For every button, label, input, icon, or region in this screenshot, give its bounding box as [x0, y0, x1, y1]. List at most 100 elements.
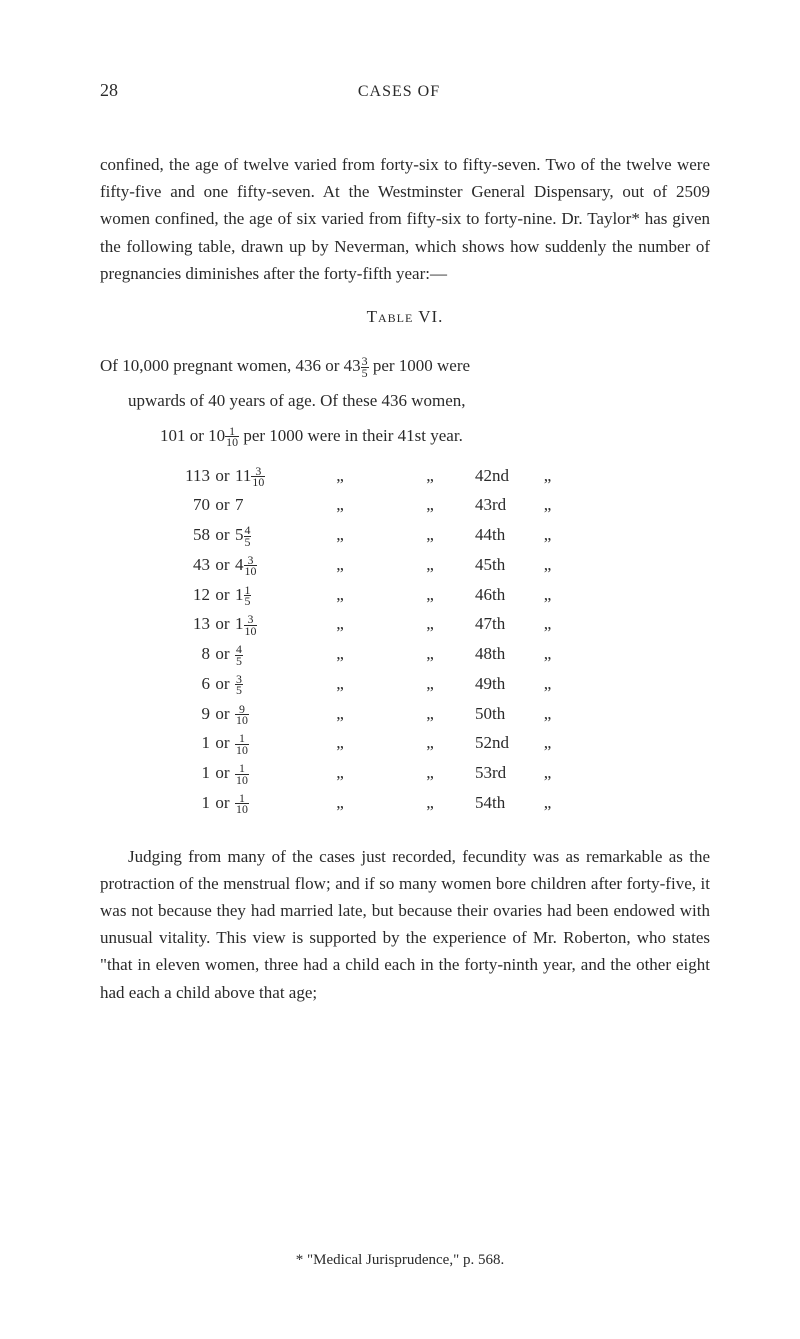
- row-or: or: [210, 490, 235, 520]
- row-fraction: 4310: [235, 550, 295, 580]
- row-ditto: „: [535, 609, 560, 639]
- row-ditto: „: [295, 490, 385, 520]
- table-row: 43or4310„„45th„: [150, 550, 710, 580]
- row-year: 53rd: [475, 758, 535, 788]
- row-year: 48th: [475, 639, 535, 669]
- row-count: 58: [150, 520, 210, 550]
- row-or: or: [210, 669, 235, 699]
- row-ditto: „: [295, 669, 385, 699]
- intro-line-1: Of 10,000 pregnant women, 436 or 4335 pe…: [100, 352, 710, 381]
- paragraph-1: confined, the age of twelve varied from …: [100, 151, 710, 287]
- row-ditto: „: [535, 669, 560, 699]
- row-ditto: „: [385, 699, 475, 729]
- row-year: 44th: [475, 520, 535, 550]
- row-or: or: [210, 728, 235, 758]
- row-or: or: [210, 520, 235, 550]
- row-ditto: „: [295, 788, 385, 818]
- table-row: 1or110„„52nd„: [150, 728, 710, 758]
- row-ditto: „: [385, 639, 475, 669]
- row-ditto: „: [295, 699, 385, 729]
- page-number: 28: [100, 80, 118, 101]
- table-row: 13or1310„„47th„: [150, 609, 710, 639]
- intro-frac-1: 35: [361, 356, 369, 378]
- row-year: 47th: [475, 609, 535, 639]
- row-ditto: „: [385, 580, 475, 610]
- table-row: 113or11310„„42nd„: [150, 461, 710, 491]
- row-ditto: „: [295, 461, 385, 491]
- row-count: 43: [150, 550, 210, 580]
- row-fraction: 11310: [235, 461, 295, 491]
- row-ditto: „: [295, 580, 385, 610]
- row-or: or: [210, 550, 235, 580]
- row-count: 12: [150, 580, 210, 610]
- row-fraction: 7: [235, 490, 295, 520]
- row-ditto: „: [295, 728, 385, 758]
- row-year: 49th: [475, 669, 535, 699]
- footnote: * "Medical Jurisprudence," p. 568.: [0, 1252, 800, 1269]
- row-or: or: [210, 758, 235, 788]
- row-year: 46th: [475, 580, 535, 610]
- row-ditto: „: [385, 669, 475, 699]
- row-count: 70: [150, 490, 210, 520]
- intro-3b: per 1000 were in their 41st year.: [239, 426, 463, 445]
- row-ditto: „: [295, 639, 385, 669]
- row-ditto: „: [295, 758, 385, 788]
- intro-1a: Of 10,000 pregnant women, 436 or 43: [100, 356, 361, 375]
- table-row: 1or110„„54th„: [150, 788, 710, 818]
- row-ditto: „: [385, 461, 475, 491]
- intro-frac-3: 110: [225, 426, 239, 448]
- row-fraction: 45: [235, 639, 295, 669]
- row-or: or: [210, 639, 235, 669]
- intro-1b: per 1000 were: [369, 356, 471, 375]
- row-count: 1: [150, 728, 210, 758]
- row-ditto: „: [535, 461, 560, 491]
- row-ditto: „: [535, 490, 560, 520]
- row-ditto: „: [535, 520, 560, 550]
- table-row: 12or115„„46th„: [150, 580, 710, 610]
- row-count: 1: [150, 788, 210, 818]
- row-ditto: „: [385, 520, 475, 550]
- paragraph-2: Judging from many of the cases just reco…: [100, 843, 710, 1006]
- table-row: 1or110„„53rd„: [150, 758, 710, 788]
- row-fraction: 910: [235, 699, 295, 729]
- row-ditto: „: [385, 788, 475, 818]
- row-ditto: „: [535, 550, 560, 580]
- running-head: CASES OF: [118, 83, 680, 101]
- row-ditto: „: [535, 728, 560, 758]
- row-ditto: „: [295, 550, 385, 580]
- row-ditto: „: [385, 550, 475, 580]
- row-ditto: „: [535, 758, 560, 788]
- table-row: 8or45„„48th„: [150, 639, 710, 669]
- table-row: 58or545„„44th„: [150, 520, 710, 550]
- page-header: 28 CASES OF: [100, 80, 710, 101]
- row-fraction: 1310: [235, 609, 295, 639]
- row-count: 6: [150, 669, 210, 699]
- row-count: 13: [150, 609, 210, 639]
- row-ditto: „: [385, 758, 475, 788]
- table-row: 9or910„„50th„: [150, 699, 710, 729]
- row-count: 8: [150, 639, 210, 669]
- intro-line-2: upwards of 40 years of age. Of these 436…: [100, 387, 710, 416]
- table-title: Table VI.: [100, 307, 710, 327]
- row-or: or: [210, 699, 235, 729]
- row-ditto: „: [535, 580, 560, 610]
- row-ditto: „: [295, 520, 385, 550]
- row-year: 52nd: [475, 728, 535, 758]
- row-fraction: 35: [235, 669, 295, 699]
- row-ditto: „: [535, 788, 560, 818]
- intro-line-3: 101 or 10110 per 1000 were in their 41st…: [100, 422, 710, 451]
- row-or: or: [210, 609, 235, 639]
- row-fraction: 110: [235, 758, 295, 788]
- row-count: 1: [150, 758, 210, 788]
- row-ditto: „: [535, 639, 560, 669]
- row-or: or: [210, 580, 235, 610]
- row-ditto: „: [385, 609, 475, 639]
- row-count: 113: [150, 461, 210, 491]
- row-ditto: „: [535, 699, 560, 729]
- row-year: 45th: [475, 550, 535, 580]
- table-row: 6or35„„49th„: [150, 669, 710, 699]
- data-table: 113or11310„„42nd„70or7„„43rd„58or545„„44…: [150, 461, 710, 818]
- row-fraction: 110: [235, 728, 295, 758]
- row-fraction: 110: [235, 788, 295, 818]
- table-intro: Of 10,000 pregnant women, 436 or 4335 pe…: [100, 352, 710, 451]
